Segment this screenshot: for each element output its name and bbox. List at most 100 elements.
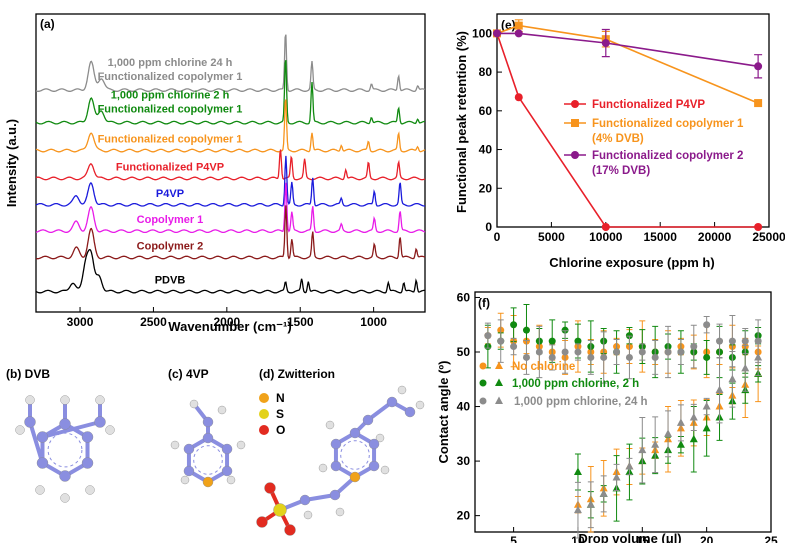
contact-receding-point — [702, 402, 711, 410]
spectrum-line — [35, 99, 426, 153]
spectrum-line — [35, 60, 426, 125]
contact-receding-point — [664, 429, 673, 437]
spectra-xtick-label: 2000 — [213, 315, 240, 329]
contact-receding-point — [741, 363, 750, 372]
retention-ytick-label: 60 — [479, 104, 493, 118]
sulfur-atom — [273, 503, 287, 517]
contact-receding-point — [689, 412, 698, 421]
contact-advancing-point — [574, 337, 582, 345]
hydrogen-atom — [25, 395, 35, 405]
contact-advancing-point — [703, 353, 711, 361]
contact-advancing-point — [522, 353, 530, 361]
contact-receding-point — [586, 500, 595, 508]
contact-advancing-point — [651, 353, 659, 361]
atom-legend-label: N — [276, 391, 285, 405]
hydrogen-atom — [236, 440, 246, 450]
retention-point — [601, 223, 610, 231]
contact-receding-point — [625, 462, 634, 470]
spectrum-label: Copolymer 1 — [137, 214, 204, 226]
retention-point — [514, 29, 523, 38]
hydrogen-atom — [226, 475, 236, 485]
hydrogen-atom — [60, 493, 70, 503]
retention-legend-label: Functionalized copolymer 1 — [592, 118, 744, 130]
carbon-atom — [36, 431, 49, 443]
contact-ylabel: Contact angle (º) — [436, 361, 451, 464]
contact-advancing-point — [728, 337, 736, 345]
carbon-atom — [329, 489, 341, 501]
carbon-atom — [59, 470, 71, 482]
carbon-atom — [36, 457, 49, 469]
molecule-panels: (b) DVB (c) 4VP (d) Zwitterion NSO — [6, 367, 425, 536]
contact-legend-circle — [479, 397, 487, 405]
spectrum-line — [35, 34, 426, 92]
spectrum-line — [35, 248, 425, 294]
spectrum-label-line2: Functionalized copolymer 1 — [98, 71, 243, 83]
contact-legend-triangle — [495, 396, 503, 404]
retention-legend-marker — [571, 100, 579, 108]
aromatic-ring — [193, 445, 223, 475]
contact-advancing-point — [690, 343, 698, 351]
contact-xtick-label: 25 — [764, 534, 778, 543]
carbon-atom — [183, 443, 195, 455]
hydrogen-atom — [170, 440, 180, 450]
hydrogen-atom — [318, 463, 328, 473]
retention-series-line — [496, 33, 759, 228]
contact-advancing-point — [484, 332, 492, 340]
carbon-atom — [221, 443, 233, 455]
hydrogen-atom — [15, 425, 25, 435]
retention-ytick-label: 20 — [479, 181, 493, 195]
contact-receding-point — [676, 418, 685, 426]
spectrum-label-line2: Functionalized copolymer 1 — [98, 104, 243, 116]
carbon-atom — [330, 460, 342, 472]
spectrum-label: 1,000 ppm chlorine 24 h — [108, 57, 233, 69]
retention-legend-label-line2: (4% DVB) — [592, 133, 644, 145]
retention-legend-marker — [571, 119, 579, 127]
retention-point — [601, 39, 610, 48]
spectrum-line — [35, 205, 426, 260]
carbon-atom — [368, 460, 380, 472]
hydrogen-atom — [415, 400, 425, 410]
contact-legend-label: 1,000 ppm chlorine, 2 h — [512, 378, 639, 390]
nitrogen-atom — [349, 471, 361, 483]
contact-legend-triangle — [495, 378, 503, 386]
contact-advancing-point — [561, 348, 569, 356]
spectrum-label: 1,000 ppm chlorine 2 h — [111, 90, 230, 102]
carbon-atom — [362, 414, 374, 426]
oxygen-atom — [284, 524, 296, 536]
contact-advancing-point — [548, 353, 556, 361]
spectra-xtick-label: 2500 — [140, 315, 167, 329]
hydrogen-atom — [60, 395, 70, 405]
carbon-atom — [221, 465, 233, 477]
contact-receding-point — [638, 445, 647, 454]
carbon-atom — [349, 427, 361, 439]
contact-ytick-label: 30 — [457, 454, 471, 468]
bond — [40, 420, 102, 439]
retention-ytick-label: 80 — [479, 65, 493, 79]
retention-legend-label: Functionalized copolymer 2 — [592, 150, 743, 162]
oxygen-atom — [256, 516, 268, 528]
panel-d-label: (d) Zwitterion — [259, 367, 335, 381]
carbon-atom — [94, 416, 106, 428]
contact-receding-point — [573, 467, 582, 475]
nitrogen-atom — [202, 476, 214, 488]
contact-advancing-point — [677, 348, 685, 356]
contact-advancing-point — [510, 321, 518, 329]
contact-advancing-point — [561, 326, 569, 334]
contact-advancing-point — [510, 343, 518, 351]
hydrogen-atom — [217, 405, 227, 415]
contact-receding-point — [728, 374, 737, 383]
contact-ytick-label: 40 — [457, 400, 471, 414]
carbon-atom — [386, 396, 398, 408]
hydrogen-atom — [397, 385, 407, 395]
contact-advancing-point — [587, 353, 595, 361]
spectrum-line — [35, 155, 425, 207]
retention-ytick-label: 100 — [472, 26, 492, 40]
atom-legend-label: S — [276, 407, 284, 421]
panel-a-label: (a) — [40, 17, 55, 31]
hydrogen-atom — [325, 420, 335, 430]
contact-advancing-point — [664, 348, 672, 356]
retention-legend-marker — [571, 151, 579, 159]
hydrogen-atom — [85, 485, 95, 495]
spectra-xtick-label: 3000 — [67, 315, 94, 329]
spectrum-line — [35, 149, 426, 181]
